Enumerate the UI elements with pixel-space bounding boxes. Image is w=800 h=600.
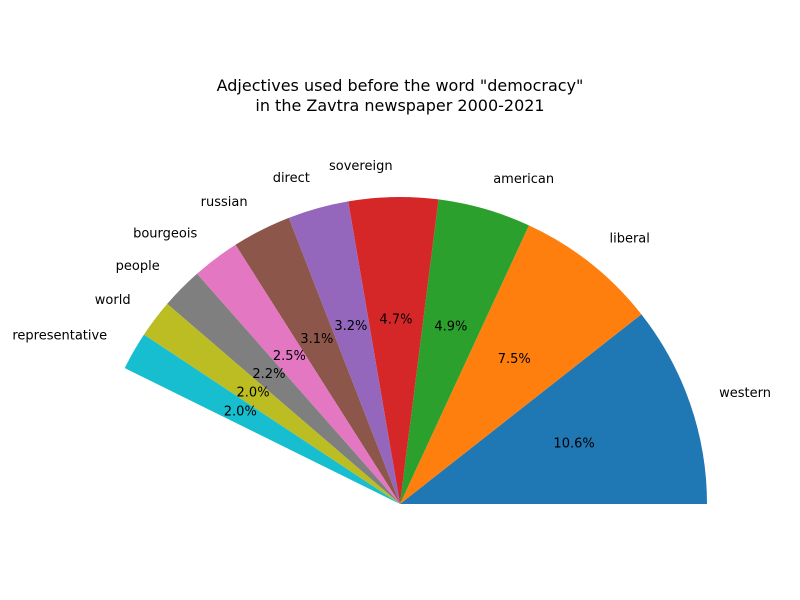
slice-percent-representative: 2.0%: [224, 405, 257, 420]
slice-label-sovereign: sovereign: [329, 159, 393, 174]
slice-percent-bourgeois: 2.5%: [273, 349, 306, 364]
slice-label-representative: representative: [12, 328, 107, 343]
slice-label-direct: direct: [273, 171, 310, 186]
slice-percent-direct: 3.2%: [334, 319, 367, 334]
slice-label-western: western: [719, 386, 771, 401]
pie-slice-russian: [235, 217, 400, 504]
pie-slice-representative: [124, 334, 400, 504]
slice-percent-people: 2.2%: [252, 367, 285, 382]
chart-title-line-1: Adjectives used before the word "democra…: [217, 76, 584, 95]
chart-title: Adjectives used before the word "democra…: [217, 76, 584, 115]
slice-percent-western: 10.6%: [553, 436, 594, 451]
pie-slices: [124, 196, 707, 505]
pie-slice-western: [400, 314, 707, 504]
pie-slice-american: [400, 199, 529, 505]
slice-label-russian: russian: [201, 195, 248, 210]
slice-percent-world: 2.0%: [237, 385, 270, 400]
pie-slice-bourgeois: [196, 244, 400, 504]
pie-percent-labels: 10.6% 7.5% 4.9% 4.7% 3.2%3.1% 2.5% 2.2% 2.0% 2.0…: [224, 312, 595, 451]
slice-label-world: world: [95, 293, 131, 308]
slice-label-american: american: [493, 172, 554, 187]
pie-slice-sovereign: [348, 196, 439, 504]
slice-percent-american: 4.9%: [434, 319, 467, 334]
slice-percent-russian: 3.1%: [300, 332, 333, 347]
slice-percent-liberal: 7.5%: [498, 352, 531, 367]
pie-slice-direct: [288, 201, 400, 504]
slice-percent-sovereign: 4.7%: [379, 312, 412, 327]
slice-label-bourgeois: bourgeois: [133, 226, 197, 241]
slice-label-people: people: [116, 259, 160, 274]
pie-slice-world: [143, 303, 400, 504]
pie-slice-people: [167, 273, 400, 504]
chart-title-line-2: in the Zavtra newspaper 2000-2021: [255, 96, 544, 115]
pie-slice-labels: western liberal american sovereign direct rus…: [12, 159, 771, 401]
pie-slice-liberal: [400, 225, 642, 504]
slice-label-liberal: liberal: [609, 232, 649, 247]
